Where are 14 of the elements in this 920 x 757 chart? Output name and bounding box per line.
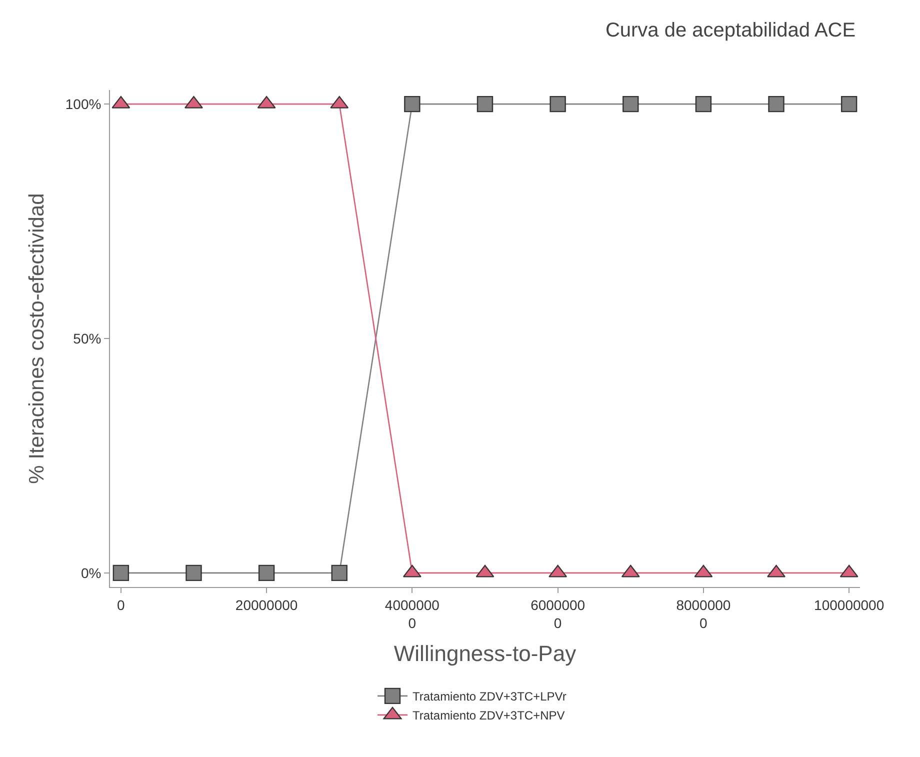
x-axis-title: Willingness-to-Pay bbox=[394, 640, 576, 666]
y-tick-label: 100% bbox=[65, 96, 102, 112]
y-tick-label: 50% bbox=[73, 330, 102, 346]
x-tick-label: 0 bbox=[117, 596, 126, 613]
x-tick-label: 20000000 bbox=[235, 596, 298, 613]
y-axis-title: % Iteraciones costo-efectividad bbox=[26, 193, 49, 484]
x-tick-label: 8000000 0 bbox=[676, 596, 731, 631]
chart-title: Curva de aceptabilidad ACE bbox=[605, 20, 856, 42]
x-tick-label: 4000000 0 bbox=[384, 596, 440, 631]
legend-label: Tratamiento ZDV+3TC+LPVr bbox=[412, 690, 566, 704]
x-tick-label: 100000000 bbox=[814, 596, 884, 613]
x-tick-label: 6000000 0 bbox=[530, 596, 586, 631]
legend-label: Tratamiento ZDV+3TC+NPV bbox=[412, 708, 565, 723]
y-tick-label: 0% bbox=[80, 564, 102, 581]
